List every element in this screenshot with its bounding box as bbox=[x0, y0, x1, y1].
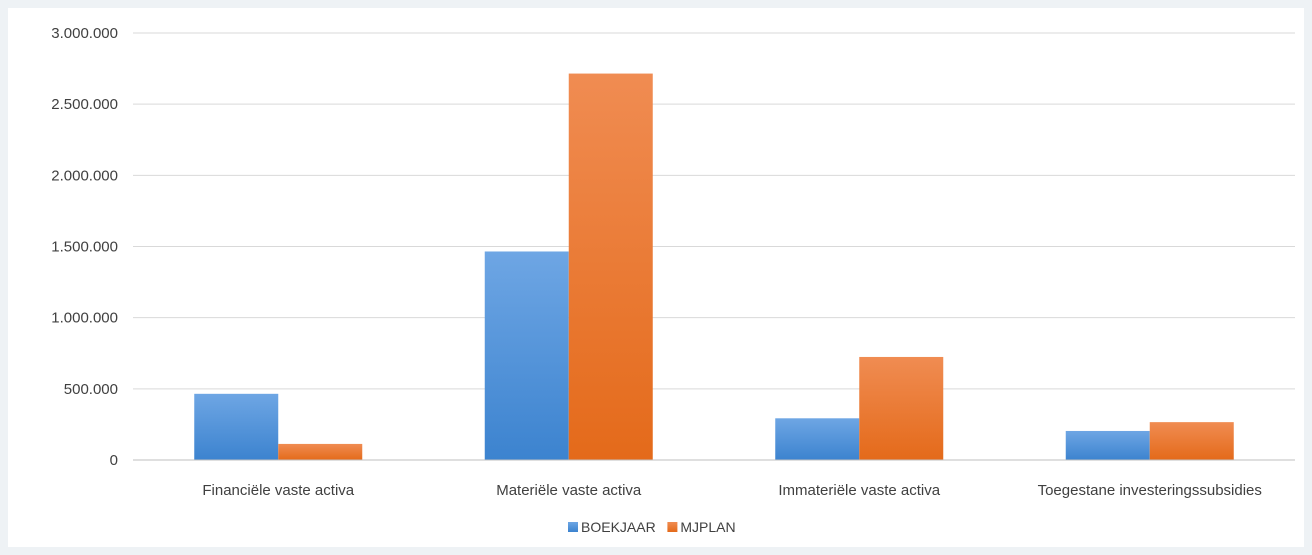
bar-mjplan bbox=[568, 73, 653, 460]
y-tick-label: 1.000.000 bbox=[51, 310, 118, 327]
x-axis-labels: Financiële vaste activa Materiële vaste a… bbox=[202, 482, 1262, 499]
chart-area: 0 500.000 1.000.000 1.500.000 2.000.000 2.500… bbox=[8, 8, 1304, 547]
y-tick-label: 1.500.000 bbox=[51, 239, 118, 256]
legend-swatch-mjplan bbox=[667, 522, 678, 532]
y-tick-label: 3.000.000 bbox=[51, 25, 118, 42]
x-category-label: Financiële vaste activa bbox=[202, 482, 354, 499]
y-axis-ticks: 0 500.000 1.000.000 1.500.000 2.000.000 2.500… bbox=[51, 25, 118, 469]
legend: BOEKJAAR MJPLAN bbox=[568, 519, 736, 535]
gridlines bbox=[133, 32, 1295, 390]
x-category-label: Toegestane investeringssubsidies bbox=[1038, 482, 1262, 499]
y-tick-label: 2.000.000 bbox=[51, 167, 118, 184]
legend-label: MJPLAN bbox=[680, 519, 735, 535]
bar-boekjaar bbox=[775, 418, 860, 460]
legend-label: BOEKJAAR bbox=[581, 519, 656, 535]
bar-mjplan bbox=[859, 356, 944, 460]
bar-boekjaar bbox=[484, 251, 569, 460]
x-category-label: Immateriële vaste activa bbox=[778, 482, 940, 499]
bar-boekjaar bbox=[194, 393, 279, 460]
y-tick-label: 500.000 bbox=[64, 381, 118, 398]
bar-chart: 0 500.000 1.000.000 1.500.000 2.000.000 2.500… bbox=[51, 25, 1295, 535]
x-category-label: Materiële vaste activa bbox=[496, 482, 642, 499]
y-tick-label: 0 bbox=[110, 452, 118, 469]
bar-mjplan bbox=[278, 443, 363, 460]
bars bbox=[194, 73, 1234, 460]
legend-swatch-boekjaar bbox=[568, 522, 578, 532]
bar-mjplan bbox=[1149, 422, 1234, 460]
bar-boekjaar bbox=[1065, 430, 1150, 460]
y-tick-label: 2.500.000 bbox=[51, 96, 118, 113]
